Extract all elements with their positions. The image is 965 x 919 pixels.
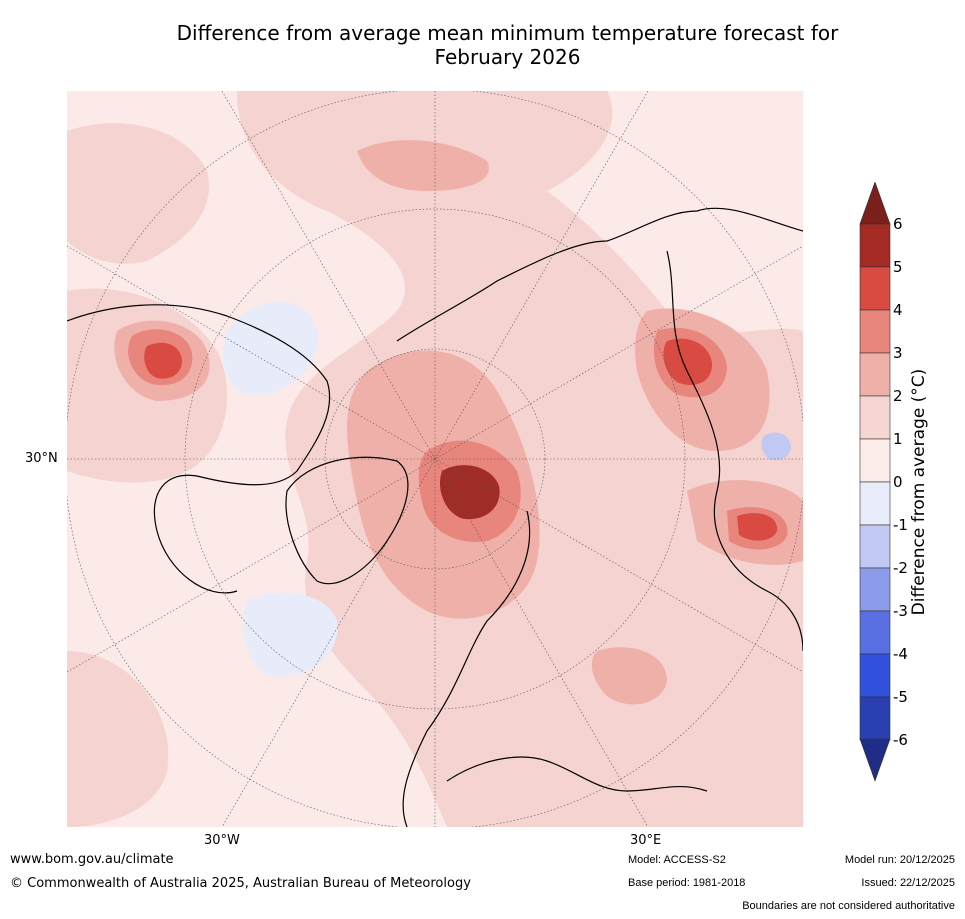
colorbar-tick-label: 2 (893, 387, 903, 405)
colorbar-tick-label: 3 (893, 344, 903, 362)
colorbar-bin (859, 653, 891, 698)
alaska-warm-core (144, 342, 183, 379)
north-pacific-band-2-3 (357, 140, 489, 191)
middle-east-band-2-3 (591, 647, 667, 705)
colorbar-tick-label: -1 (893, 516, 908, 534)
colorbar-tick-label: -4 (893, 645, 908, 663)
colorbar-tick-label: -5 (893, 688, 908, 706)
footer-base-period: Base period: 1981-2018 (628, 877, 746, 889)
map-svg (67, 91, 803, 827)
canada-cool-patch (223, 301, 318, 396)
colorbar-under-triangle (859, 738, 891, 782)
colorbar-tick-label: -2 (893, 559, 908, 577)
colorbar-tick-label: 6 (893, 215, 903, 233)
colorbar-bin (859, 352, 891, 397)
colorbar-tick-label: 4 (893, 301, 903, 319)
footer-copyright: © Commonwealth of Australia 2025, Austra… (10, 876, 471, 891)
colorbar-bin (859, 395, 891, 440)
colorbar-bin (859, 567, 891, 612)
footer-model: Model: ACCESS-S2 (628, 854, 726, 866)
colorbar-tick-label: 1 (893, 430, 903, 448)
lon-label-30w: 30°W (204, 833, 240, 848)
colorbar-bin (859, 696, 891, 741)
coastline-mediterranean (446, 756, 708, 792)
title-line-1: Difference from average mean minimum tem… (176, 21, 839, 45)
colorbar-bins (859, 223, 891, 741)
colorbar-tick-label: 0 (893, 473, 903, 491)
arctic-warm-core (439, 465, 500, 520)
colorbar-bin (859, 524, 891, 569)
coastline-eurasia-north (396, 207, 803, 342)
colorbar-tick-label: -6 (893, 731, 908, 749)
coastline-asia-east (666, 250, 803, 652)
map-panel (67, 91, 803, 827)
title-line-2: February 2026 (434, 45, 581, 69)
pacific-cool-patch (243, 592, 338, 677)
coastline-europe (402, 510, 531, 827)
colorbar-bin (859, 309, 891, 354)
colorbar-bin (859, 610, 891, 655)
colorbar: 6 5 4 3 2 1 0 -1 -2 -3 -4 -5 -6 (855, 181, 965, 782)
lat-label-30n: 30°N (25, 451, 58, 466)
south-pacific-anomaly (67, 651, 169, 827)
colorbar-bin (859, 438, 891, 483)
footer-disclaimer: Boundaries are not considered authoritat… (742, 900, 955, 912)
colorbar-bin (859, 481, 891, 526)
colorbar-svg (859, 181, 891, 782)
siberia-cool-patch (761, 432, 791, 461)
coastline-greenland (285, 456, 409, 585)
central-asia-warm-core (737, 513, 778, 541)
footer-website: www.bom.gov.au/climate (10, 852, 174, 867)
coastline-north-america (67, 304, 331, 594)
latitude-circle-50 (184, 208, 686, 710)
footer-issued: Issued: 22/12/2025 (861, 877, 955, 889)
footer-model-run: Model run: 20/12/2025 (844, 854, 955, 866)
colorbar-title: Difference from average (°C) (909, 368, 929, 616)
chart-title: Difference from average mean minimum tem… (0, 21, 965, 69)
lon-label-30e: 30°E (630, 833, 662, 848)
colorbar-tick-label: -3 (893, 602, 908, 620)
colorbar-over-triangle (859, 181, 891, 225)
latitude-circle-70 (324, 348, 546, 570)
north-pacific-anomaly (67, 123, 209, 264)
colorbar-bin (859, 266, 891, 311)
colorbar-bin (859, 223, 891, 268)
siberia-warm-core (663, 338, 713, 385)
colorbar-tick-label: 5 (893, 258, 903, 276)
